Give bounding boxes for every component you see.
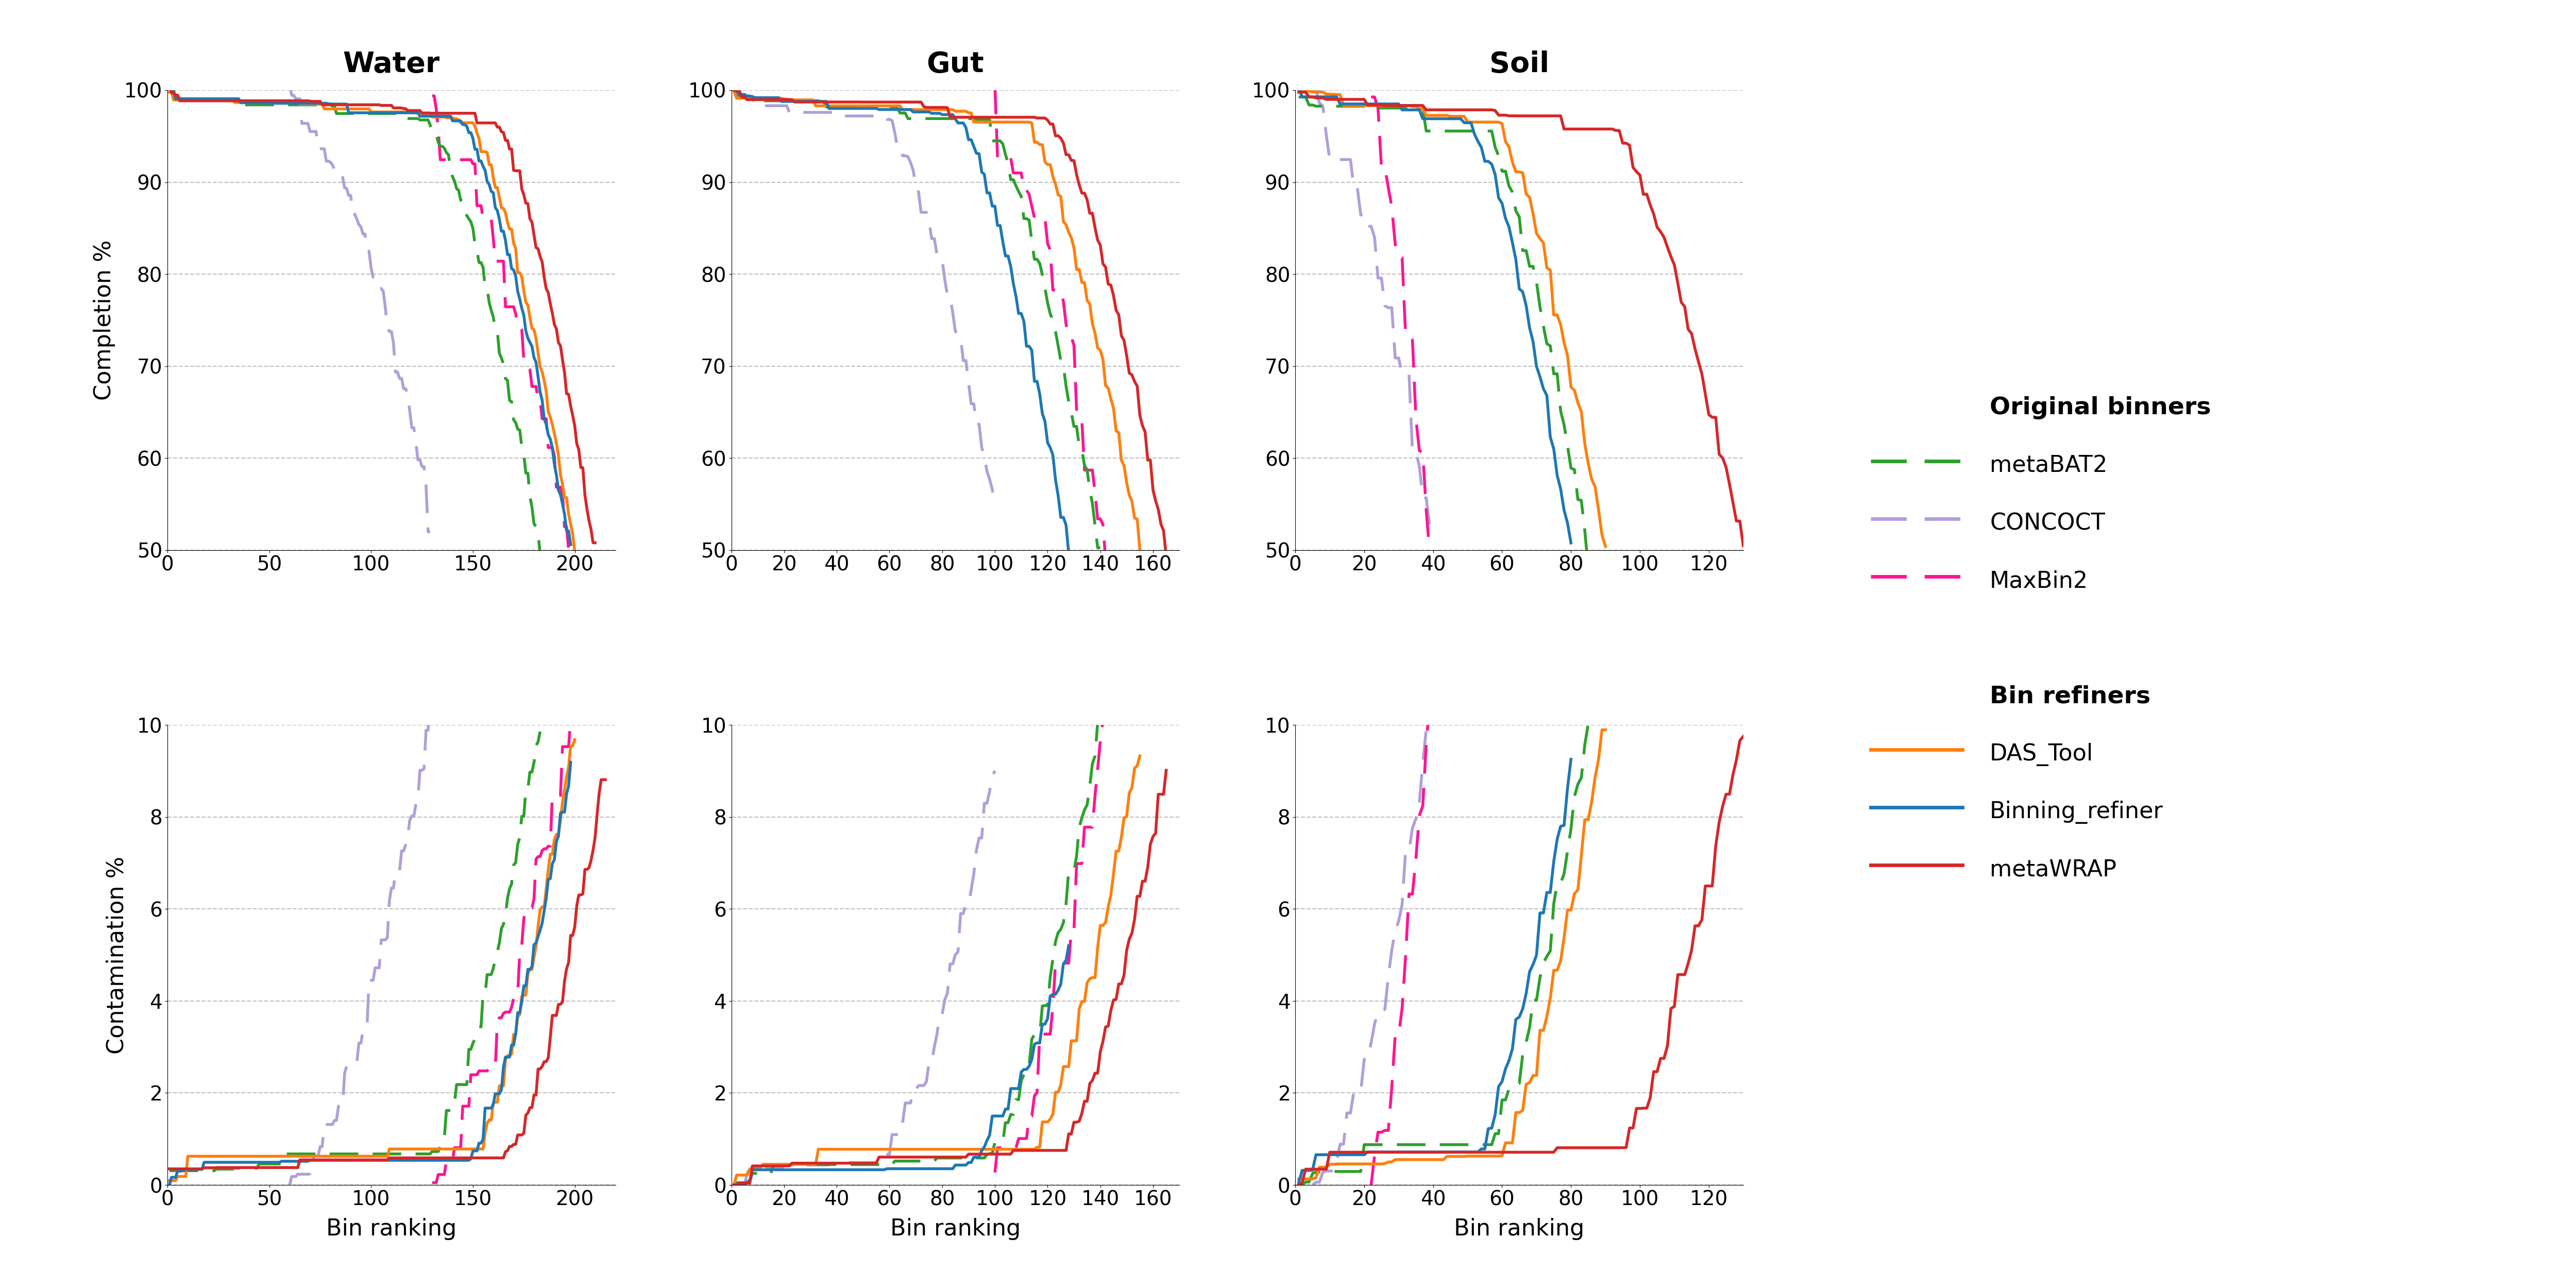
Title: Water: Water — [343, 50, 440, 79]
Y-axis label: Contamination %: Contamination % — [106, 857, 129, 1054]
X-axis label: Bin ranking: Bin ranking — [327, 1218, 456, 1240]
Title: Gut: Gut — [927, 50, 984, 79]
Y-axis label: Completion %: Completion % — [93, 240, 116, 401]
Title: Soil: Soil — [1489, 50, 1548, 79]
X-axis label: Bin ranking: Bin ranking — [891, 1218, 1020, 1240]
Legend: Original binners, metaBAT2, CONCOCT, MaxBin2,  , Bin refiners, DAS_Tool, Binning: Original binners, metaBAT2, CONCOCT, Max… — [1870, 393, 2210, 882]
X-axis label: Bin ranking: Bin ranking — [1453, 1218, 1584, 1240]
